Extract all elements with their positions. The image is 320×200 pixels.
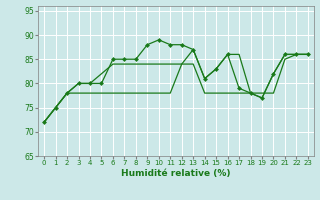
X-axis label: Humidité relative (%): Humidité relative (%): [121, 169, 231, 178]
